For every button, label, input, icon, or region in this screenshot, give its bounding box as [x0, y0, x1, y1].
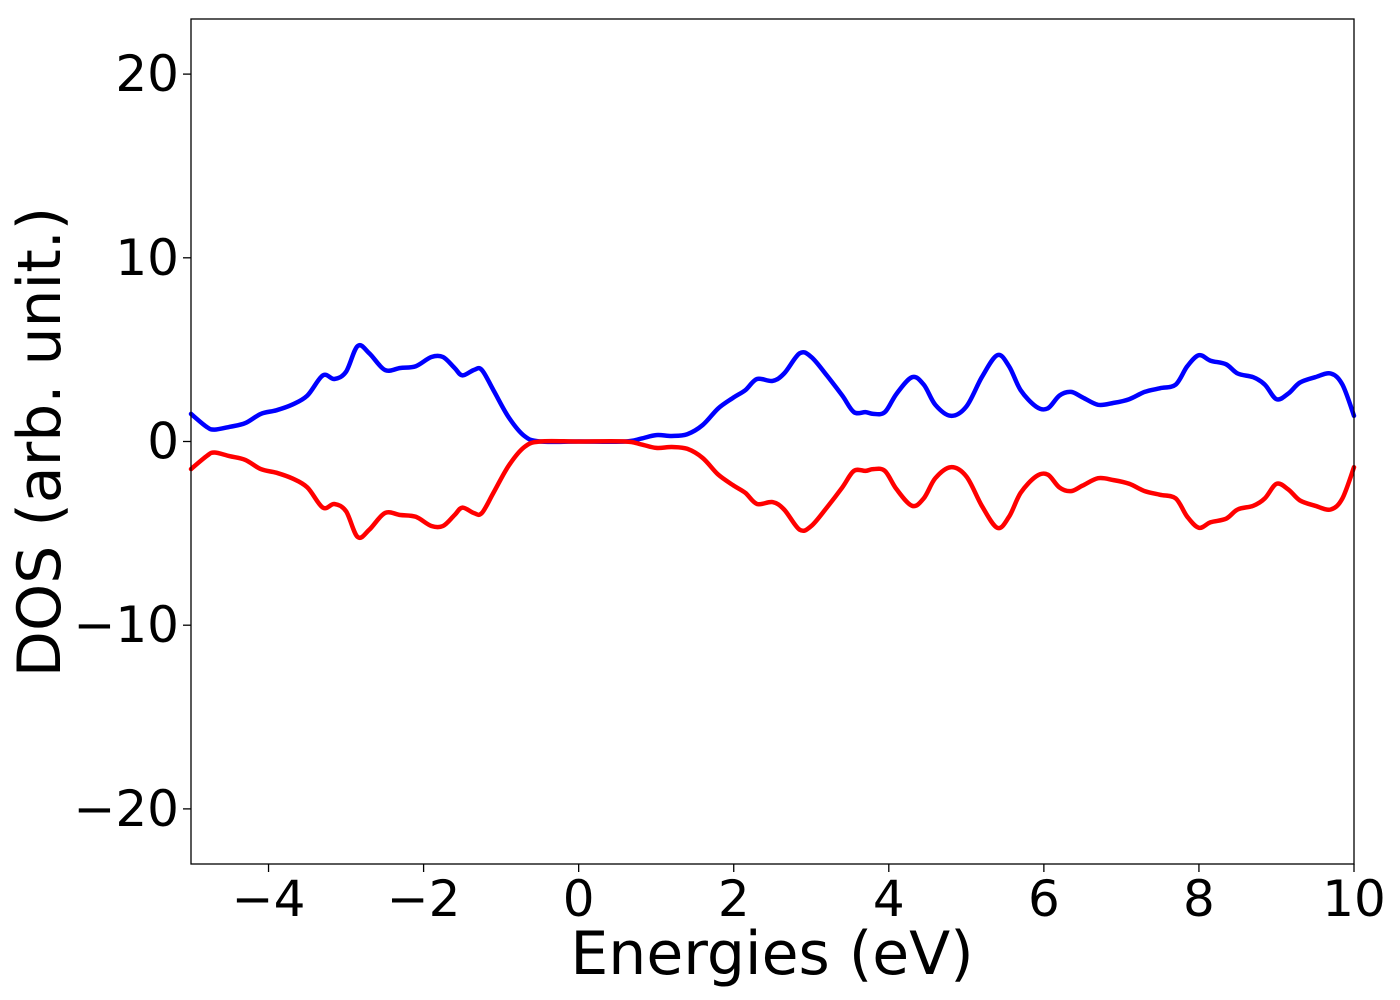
- x-tick-label: 0: [563, 870, 595, 928]
- x-tick-label: 8: [1183, 870, 1215, 928]
- y-tick-label: 0: [147, 413, 179, 471]
- x-tick-label: 2: [718, 870, 750, 928]
- x-axis-label: Energies (eV): [570, 919, 973, 989]
- y-axis-label: DOS (arb. unit.): [5, 207, 75, 677]
- series-layer: [188, 343, 1357, 540]
- x-tick-label: 4: [873, 870, 905, 928]
- x-tick-label: 10: [1322, 870, 1386, 928]
- y-tick-label: 10: [115, 229, 179, 287]
- series-line-1: [188, 343, 1357, 445]
- x-tick-label: 6: [1028, 870, 1060, 928]
- y-tick-label: 20: [115, 45, 179, 103]
- y-tick-label: −10: [73, 596, 179, 654]
- y-tick-label: −20: [73, 780, 179, 838]
- y-axis-ticks: −20 −10 0 10 20: [73, 45, 191, 838]
- x-axis-ticks: −4 −2 0 2 4 6 8 10: [232, 864, 1386, 928]
- x-tick-label: −4: [232, 870, 306, 928]
- series-line-2: [188, 438, 1357, 540]
- x-tick-label: −2: [387, 870, 461, 928]
